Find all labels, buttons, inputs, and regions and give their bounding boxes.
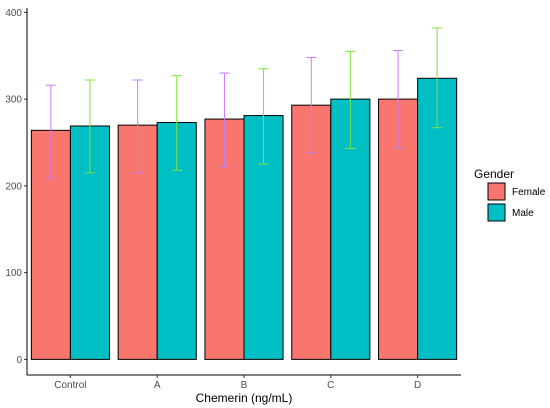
legend-key-male <box>487 203 506 222</box>
y-tick-label-300: 300 <box>5 95 22 106</box>
y-tick-label-400: 400 <box>5 8 22 19</box>
error-bar-female-b <box>219 72 230 168</box>
error-bar-male-c <box>345 50 356 150</box>
bars <box>30 77 458 360</box>
error-bar-female-control <box>45 84 56 179</box>
error-bars <box>45 27 443 179</box>
x-tick-label-b: B <box>241 380 248 391</box>
error-bar-male-b <box>258 68 269 165</box>
error-bar-male-a <box>171 75 182 171</box>
error-bar-male-d <box>432 27 443 129</box>
error-bar-female-d <box>392 50 404 149</box>
y-axis-ticks: 0 100 200 300 400 <box>5 8 27 366</box>
y-tick-label-100: 100 <box>5 268 22 279</box>
x-axis-ticks: Control A B C D <box>54 375 421 391</box>
y-tick-label-0: 0 <box>16 355 22 366</box>
legend-key-female <box>487 182 506 201</box>
x-axis-title: Chemerin (ng/mL) <box>196 391 293 405</box>
error-bar-female-c <box>306 56 317 154</box>
legend: Gender Female Male <box>474 167 546 222</box>
x-tick-label-a: A <box>154 380 161 391</box>
x-tick-label-d: D <box>414 380 421 391</box>
error-bar-male-control <box>84 79 96 174</box>
legend-label-male: Male <box>512 208 534 219</box>
x-tick-label-c: C <box>327 380 334 391</box>
bar-male-control <box>69 125 110 360</box>
x-tick-label-control: Control <box>54 380 86 391</box>
legend-title: Gender <box>474 167 514 181</box>
y-tick-label-200: 200 <box>5 181 22 192</box>
legend-label-female: Female <box>512 187 546 198</box>
error-bar-female-a <box>132 79 143 174</box>
